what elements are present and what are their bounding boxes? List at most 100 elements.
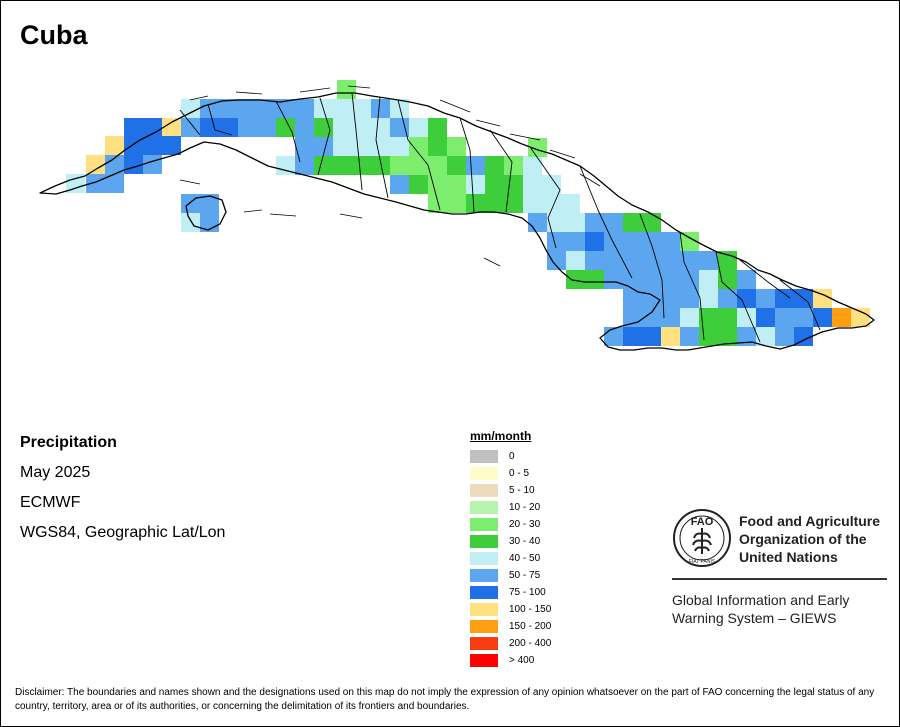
province-borders — [179, 92, 821, 343]
precip-cell — [661, 327, 680, 346]
org-name-line-1: Food and Agriculture — [739, 513, 881, 529]
organization-name: Food and Agriculture Organization of the… — [739, 512, 880, 566]
divider — [672, 578, 887, 580]
precip-cell — [699, 289, 718, 308]
precip-cell — [737, 289, 756, 308]
precip-cell — [162, 118, 181, 137]
precip-cell — [352, 118, 371, 137]
precip-cell — [813, 308, 832, 327]
southern-cays — [179, 179, 501, 267]
precip-cell — [642, 232, 661, 251]
precip-cell — [162, 136, 181, 155]
precip-cell — [680, 232, 699, 251]
precip-cell — [181, 213, 200, 232]
precip-cell — [566, 213, 585, 232]
map-title: Cuba — [20, 20, 88, 50]
precip-cell — [642, 270, 661, 289]
precip-cell — [523, 194, 542, 213]
precip-cell — [680, 289, 699, 308]
precip-cell — [775, 289, 794, 308]
org-name-line-2: Organization of the — [739, 531, 867, 547]
legend-item: 100 - 150 — [470, 601, 551, 618]
precip-cell — [604, 270, 623, 289]
legend: mm/month 0 0 - 5 5 - 10 10 - 20 20 - 30 30 - … — [470, 429, 551, 669]
legend-swatch — [470, 518, 498, 531]
precip-cell — [604, 232, 623, 251]
disclaimer: Disclaimer: The boundaries and names sho… — [15, 687, 875, 712]
precip-cell — [371, 137, 390, 156]
precip-cell — [756, 308, 775, 327]
legend-item: 5 - 10 — [470, 482, 551, 499]
precip-cell — [428, 137, 447, 156]
precip-cell — [718, 270, 737, 289]
precip-cell — [737, 270, 756, 289]
precip-cell — [585, 232, 604, 251]
legend-item: 0 — [470, 448, 551, 465]
precip-cell — [428, 156, 447, 175]
precip-cell — [485, 175, 504, 194]
precip-cell — [623, 251, 642, 270]
precip-cell — [105, 174, 124, 193]
precip-cell — [661, 289, 680, 308]
precip-cell — [699, 270, 718, 289]
precip-cell — [409, 156, 428, 175]
precip-cell — [566, 232, 585, 251]
precip-cell — [352, 99, 371, 118]
precip-cell — [561, 194, 580, 213]
precip-cell — [680, 251, 699, 270]
precip-cell — [352, 156, 371, 175]
precip-cell — [428, 194, 447, 213]
legend-item: 0 - 5 — [470, 465, 551, 482]
precip-cell — [447, 156, 466, 175]
precip-cell — [604, 327, 623, 346]
precip-cell — [181, 99, 200, 118]
legend-items: 0 0 - 5 5 - 10 10 - 20 20 - 30 30 - 40 40 - 50… — [470, 448, 551, 669]
legend-label: 75 - 100 — [509, 587, 546, 598]
precip-cell — [295, 99, 314, 118]
precip-cell — [794, 327, 813, 346]
legend-title: mm/month — [470, 429, 532, 443]
legend-swatch — [470, 569, 498, 582]
precip-cell — [257, 118, 276, 137]
precip-cell — [238, 99, 257, 118]
precip-cell — [642, 327, 661, 346]
precip-cell — [756, 289, 775, 308]
precip-cell — [547, 213, 566, 232]
legend-label: 50 - 75 — [509, 570, 541, 581]
precip-cell — [680, 308, 699, 327]
legend-swatch — [470, 620, 498, 633]
precip-cell — [105, 136, 124, 155]
precip-cell — [143, 118, 162, 137]
precipitation-grid — [66, 80, 870, 346]
precip-cell — [219, 99, 238, 118]
precip-cell — [832, 308, 851, 327]
precip-cell — [485, 194, 504, 213]
precip-cell — [466, 175, 485, 194]
giews-name: Global Information and Early Warning Sys… — [672, 591, 849, 627]
precip-cell — [257, 99, 276, 118]
precip-cell — [200, 194, 219, 213]
precip-cell — [276, 156, 295, 175]
precip-cell — [504, 156, 523, 175]
legend-item: 30 - 40 — [470, 533, 551, 550]
legend-item: 200 - 400 — [470, 635, 551, 652]
precip-cell — [409, 137, 428, 156]
precip-cell — [585, 251, 604, 270]
precip-cell — [528, 213, 547, 232]
precip-cell — [528, 138, 547, 157]
precip-cell — [371, 156, 390, 175]
legend-item: 150 - 200 — [470, 618, 551, 635]
precip-cell — [447, 175, 466, 194]
precip-cell — [718, 289, 737, 308]
org-name-line-3: United Nations — [739, 549, 838, 565]
precip-cell — [124, 155, 143, 174]
precip-cell — [775, 308, 794, 327]
precip-cell — [314, 118, 333, 137]
precip-cell — [604, 213, 623, 232]
cuba-main-island-outline — [39, 92, 875, 351]
precip-cell — [485, 156, 504, 175]
precip-cell — [447, 137, 466, 156]
legend-item: 50 - 75 — [470, 567, 551, 584]
northern-cays — [189, 85, 601, 187]
